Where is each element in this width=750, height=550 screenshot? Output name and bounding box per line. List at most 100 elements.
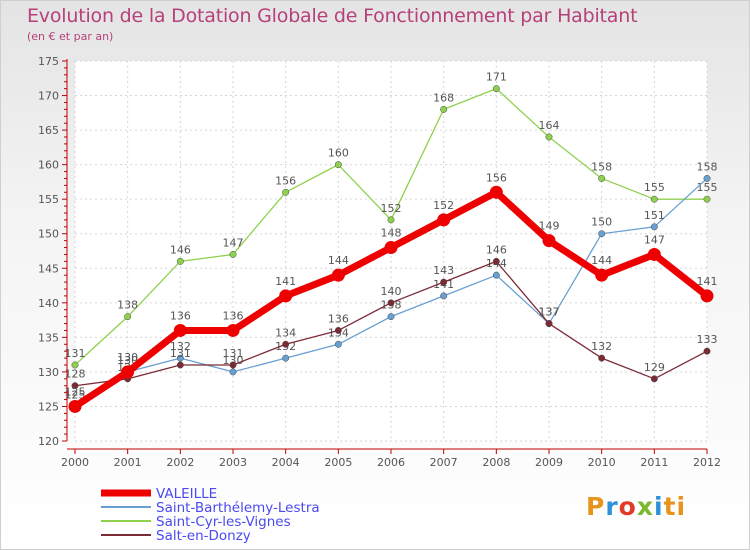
- data-point: [71, 382, 79, 390]
- data-label: 132: [591, 340, 612, 353]
- x-tick-label: 2010: [588, 456, 616, 469]
- y-tick-label: 165: [38, 124, 59, 137]
- y-tick-label: 160: [38, 159, 59, 172]
- x-tick-label: 2006: [377, 456, 405, 469]
- data-label: 141: [697, 275, 718, 288]
- data-point: [334, 340, 342, 348]
- logo-letter: P: [586, 492, 606, 521]
- data-point: [545, 320, 553, 327]
- data-point: [545, 133, 553, 141]
- legend: VALEILLESaint-Barthélemy-LestraSaint-Cyr…: [101, 486, 320, 544]
- data-label: 133: [697, 333, 718, 346]
- data-label: 151: [644, 209, 665, 222]
- data-label: 164: [539, 119, 560, 132]
- y-tick-label: 175: [38, 55, 59, 68]
- data-point: [595, 268, 609, 282]
- y-tick-label: 150: [38, 228, 59, 241]
- y-tick-label: 145: [38, 262, 59, 275]
- chart-title: Evolution de la Dotation Globale de Fonc…: [27, 5, 638, 27]
- data-point: [229, 361, 237, 369]
- y-tick-label: 155: [38, 193, 59, 206]
- data-label: 168: [433, 91, 454, 104]
- chart-subtitle: (en € et par an): [27, 30, 114, 43]
- data-label: 156: [486, 171, 507, 184]
- x-tick-label: 2008: [482, 456, 510, 469]
- data-point: [650, 375, 658, 383]
- data-point: [703, 175, 711, 182]
- y-tick-label: 135: [38, 331, 59, 344]
- x-tick-label: 2001: [114, 456, 142, 469]
- data-label: 136: [328, 312, 349, 325]
- data-point: [282, 188, 290, 196]
- data-label: 146: [486, 243, 507, 256]
- data-label: 136: [170, 309, 191, 322]
- x-tick-label: 2005: [324, 456, 352, 469]
- legend-label: VALEILLE: [156, 486, 217, 502]
- x-tick-label: 2009: [535, 456, 563, 469]
- data-label: 137: [539, 306, 560, 319]
- data-point: [282, 354, 290, 362]
- data-label: 130: [117, 351, 138, 364]
- data-point: [598, 354, 606, 362]
- data-label: 131: [170, 347, 191, 360]
- data-label: 156: [275, 174, 296, 187]
- data-point: [489, 185, 503, 199]
- data-point: [542, 234, 556, 248]
- data-point: [176, 354, 184, 362]
- data-point: [279, 289, 293, 303]
- logo-letter: i: [654, 492, 664, 521]
- data-label: 131: [223, 347, 244, 360]
- data-label: 137: [539, 306, 560, 319]
- legend-label: Salt-en-Donzy: [156, 528, 251, 544]
- data-point: [229, 251, 237, 258]
- data-point: [173, 323, 187, 337]
- data-point: [437, 213, 451, 227]
- y-tick-label: 140: [38, 297, 59, 310]
- x-tick-label: 2000: [61, 456, 89, 469]
- data-point: [440, 278, 448, 286]
- data-label: 148: [381, 227, 402, 240]
- data-point: [229, 368, 237, 376]
- data-point: [650, 223, 658, 231]
- data-point: [598, 175, 606, 182]
- data-label: 152: [433, 199, 454, 212]
- data-label: 158: [697, 160, 718, 173]
- series-salt-en-donzy: 128129131131134136140143146137132129133: [65, 243, 718, 390]
- data-label: 132: [170, 340, 191, 353]
- data-point: [492, 271, 500, 279]
- logo-letter: o: [618, 492, 637, 521]
- data-label: 149: [539, 220, 560, 233]
- data-point: [700, 289, 714, 303]
- data-label: 134: [275, 326, 296, 339]
- data-point: [492, 85, 500, 93]
- data-label: 128: [65, 368, 86, 381]
- data-point: [226, 323, 240, 337]
- data-point: [334, 161, 342, 169]
- data-label: 155: [644, 181, 665, 194]
- legend-label: Saint-Barthélemy-Lestra: [156, 500, 320, 516]
- data-label: 143: [433, 264, 454, 277]
- data-label: 131: [65, 347, 86, 360]
- proxiti-logo: Proxiti: [586, 492, 686, 521]
- data-point: [598, 230, 606, 238]
- data-label: 147: [223, 236, 244, 249]
- series-saint-cyr-les-vignes: 131 138 146 147 156 160 152 168 171 164 158 155 155: [65, 71, 718, 369]
- data-label: 158: [591, 160, 612, 173]
- legend-label: Saint-Cyr-les-Vignes: [156, 514, 291, 530]
- data-label: 155: [697, 181, 718, 194]
- data-label: 138: [117, 299, 138, 312]
- data-point: [176, 257, 184, 265]
- data-point: [703, 195, 711, 203]
- data-label: 125: [65, 385, 86, 398]
- x-tick-label: 2007: [430, 456, 458, 469]
- data-point: [703, 347, 711, 355]
- data-label: 150: [591, 216, 612, 229]
- data-label: 171: [486, 71, 507, 84]
- data-point: [68, 399, 82, 413]
- y-tick-label: 170: [38, 90, 59, 103]
- data-point: [71, 361, 79, 369]
- data-point: [282, 340, 290, 348]
- data-point: [387, 313, 395, 321]
